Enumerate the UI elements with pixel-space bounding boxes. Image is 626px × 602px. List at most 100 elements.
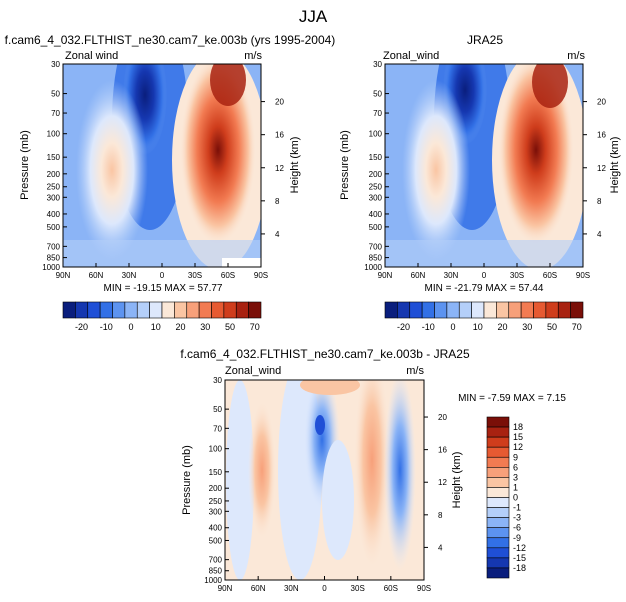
x-tick-label: 90N bbox=[56, 271, 71, 280]
colorbar-swatch bbox=[486, 527, 510, 539]
panel-reanalysis-title: JRA25 bbox=[467, 33, 503, 47]
y-tick-label: 30 bbox=[373, 60, 382, 69]
panel-reanalysis-units: m/s bbox=[567, 50, 585, 62]
y-tick-label: 200 bbox=[47, 170, 61, 179]
panel-difference-stats: MIN = -7.59 MAX = 7.15 bbox=[458, 393, 566, 404]
colorbar-swatch bbox=[223, 301, 237, 319]
right-tick-label: 20 bbox=[438, 413, 447, 422]
x-tick-label: 30S bbox=[188, 271, 202, 280]
x-tick-label: 90N bbox=[378, 271, 393, 280]
colorbar-label: 20 bbox=[498, 322, 508, 332]
colorbar-label: -20 bbox=[397, 322, 410, 332]
y-tick-label: 400 bbox=[369, 210, 383, 219]
x-tick-label: 0 bbox=[160, 271, 165, 280]
colorbar-swatch bbox=[486, 537, 510, 549]
colorbar-swatch bbox=[486, 557, 510, 569]
colorbar-label: -10 bbox=[422, 322, 435, 332]
x-tick-label: 30S bbox=[510, 271, 524, 280]
colorbar-label: 50 bbox=[547, 322, 557, 332]
y-tick-label: 200 bbox=[209, 484, 223, 493]
panel-difference-units: m/s bbox=[406, 365, 424, 377]
y-tick-label: 250 bbox=[209, 497, 223, 506]
colorbar-swatch bbox=[486, 436, 510, 448]
colorbar-swatch bbox=[486, 517, 510, 528]
colorbar-label: -3 bbox=[513, 513, 521, 523]
colorbar-label: -9 bbox=[513, 533, 521, 543]
y-tick-label: 700 bbox=[209, 556, 223, 565]
y-tick-label: 700 bbox=[47, 242, 61, 251]
colorbar-swatch bbox=[471, 301, 485, 319]
colorbar-swatch bbox=[409, 301, 423, 319]
colorbar-label: 1 bbox=[513, 482, 518, 492]
y-tick-label: 400 bbox=[47, 210, 61, 219]
figure-title: JJA bbox=[299, 7, 328, 26]
x-tick-label: 0 bbox=[322, 584, 327, 593]
colorbar-label: -20 bbox=[75, 322, 88, 332]
panel-model-axes: 305070100150200250300400500700850100090N… bbox=[42, 60, 284, 280]
panel-difference-title: f.cam6_4_032.FLTHIST_ne30.cam7_ke.003b -… bbox=[180, 347, 470, 361]
colorbar-swatch bbox=[486, 547, 510, 559]
x-tick-label: 60N bbox=[89, 271, 104, 280]
colorbar-label: 3 bbox=[513, 472, 518, 482]
colorbar-swatch bbox=[186, 301, 200, 319]
colorbar-label: 70 bbox=[250, 322, 260, 332]
panel-model-stats: MIN = -19.15 MAX = 57.77 bbox=[104, 283, 223, 294]
y-tick-label: 200 bbox=[369, 170, 383, 179]
right-tick-label: 4 bbox=[597, 230, 602, 239]
x-tick-label: 60N bbox=[411, 271, 426, 280]
colorbar-swatch bbox=[486, 467, 510, 478]
x-tick-label: 60S bbox=[543, 271, 557, 280]
colorbar-label: -18 bbox=[513, 563, 526, 573]
colorbar-swatch bbox=[486, 446, 510, 458]
panel-reanalysis-colorbar: -20 -10 0 10 20 30 50 70 bbox=[384, 301, 584, 332]
colorbar-label: 70 bbox=[572, 322, 582, 332]
x-tick-label: 90N bbox=[218, 584, 233, 593]
right-tick-label: 12 bbox=[275, 164, 284, 173]
colorbar-swatch bbox=[421, 301, 435, 319]
y-tick-label: 150 bbox=[369, 153, 383, 162]
x-tick-label: 90S bbox=[254, 271, 268, 280]
colorbar-swatch bbox=[124, 301, 138, 319]
colorbar-label: -15 bbox=[513, 553, 526, 563]
colorbar-label: 30 bbox=[522, 322, 532, 332]
panel-reanalysis-axes: 305070100150200250300400500700850100090N… bbox=[364, 60, 606, 280]
y-tick-label: 70 bbox=[213, 424, 222, 433]
x-tick-label: 30N bbox=[444, 271, 459, 280]
colorbar-swatch bbox=[486, 487, 510, 498]
colorbar-swatch bbox=[397, 301, 411, 319]
colorbar-swatch bbox=[486, 426, 510, 438]
y-tick-label: 250 bbox=[369, 183, 383, 192]
colorbar-label: -1 bbox=[513, 503, 521, 513]
x-tick-label: 60S bbox=[384, 584, 398, 593]
colorbar-label: -10 bbox=[100, 322, 113, 332]
y-tick-label: 50 bbox=[213, 405, 222, 414]
colorbar-label: 30 bbox=[200, 322, 210, 332]
colorbar-swatch bbox=[486, 567, 510, 579]
y-tick-label: 300 bbox=[369, 193, 383, 202]
panel-difference-ylabel: Pressure (mb) bbox=[181, 445, 193, 515]
y-tick-label: 50 bbox=[373, 90, 382, 99]
right-tick-label: 8 bbox=[438, 511, 443, 520]
y-tick-label: 250 bbox=[47, 183, 61, 192]
panel-difference: f.cam6_4_032.FLTHIST_ne30.cam7_ke.003b -… bbox=[180, 347, 566, 593]
right-tick-label: 8 bbox=[597, 197, 602, 206]
colorbar-swatch bbox=[112, 301, 126, 319]
panel-reanalysis-ylabel: Pressure (mb) bbox=[339, 130, 351, 200]
right-tick-label: 12 bbox=[438, 478, 447, 487]
colorbar-swatch bbox=[446, 301, 460, 319]
y-tick-label: 400 bbox=[209, 524, 223, 533]
right-tick-label: 4 bbox=[275, 230, 280, 239]
colorbar-swatch bbox=[161, 301, 175, 319]
colorbar-swatch bbox=[545, 301, 559, 319]
colorbar-swatch bbox=[486, 507, 510, 518]
colorbar-swatch bbox=[99, 301, 113, 319]
x-tick-label: 90S bbox=[576, 271, 590, 280]
right-tick-label: 20 bbox=[275, 98, 284, 107]
x-tick-label: 60S bbox=[221, 271, 235, 280]
colorbar-swatch bbox=[211, 301, 225, 319]
y-tick-label: 1000 bbox=[204, 576, 222, 585]
colorbar-swatch bbox=[174, 301, 188, 319]
right-tick-label: 4 bbox=[438, 543, 443, 552]
y-tick-label: 850 bbox=[47, 254, 61, 263]
